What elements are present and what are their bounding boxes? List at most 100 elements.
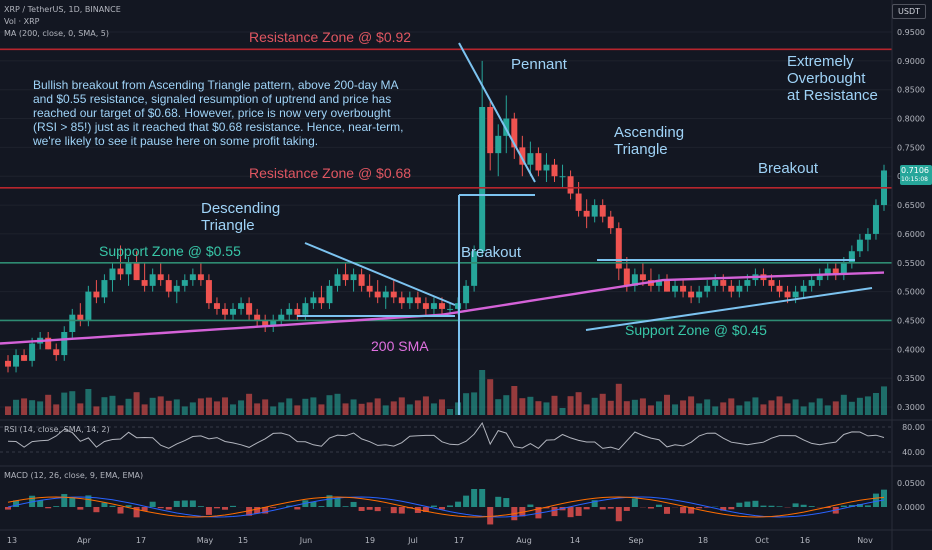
volume-bar: [374, 398, 381, 415]
volume-bar: [808, 402, 815, 415]
macd-histogram-bar: [189, 500, 196, 507]
candle-body: [704, 285, 711, 292]
candle-body: [463, 285, 470, 304]
macd-histogram-bar: [455, 501, 462, 507]
rsi-label: RSI (14, close, SMA, 14, 2): [4, 425, 110, 434]
volume-bar: [438, 399, 445, 415]
macd-histogram-bar: [583, 507, 590, 510]
candle-body: [840, 262, 847, 275]
macd-histogram-bar: [37, 500, 44, 507]
ascending-support-line: [585, 287, 873, 331]
volume-bar: [21, 398, 28, 415]
macd-histogram-bar: [744, 501, 751, 507]
candle-body: [511, 118, 518, 148]
candle-body: [157, 274, 164, 281]
time-tick-label: 17: [454, 536, 464, 545]
candle-body: [792, 291, 799, 298]
macd-histogram-bar: [479, 489, 486, 507]
volume-bar: [318, 404, 325, 415]
candle-body: [736, 285, 743, 292]
candle-body: [527, 153, 534, 165]
macd-histogram-bar: [591, 500, 598, 507]
volume-bar: [511, 386, 518, 415]
volume-bar: [639, 398, 646, 415]
candle-body: [21, 355, 28, 361]
candle-body: [575, 193, 582, 211]
macd-histogram-bar: [438, 507, 445, 510]
macd-histogram-bar: [205, 507, 212, 515]
currency-selector[interactable]: USDT: [892, 4, 926, 19]
candle-body: [286, 308, 293, 315]
volume-bar: [704, 399, 711, 415]
volume-bar: [205, 397, 212, 415]
volume-bar: [398, 397, 405, 415]
note-line: and $0.55 resistance, signaled resumptio…: [33, 92, 392, 106]
candle-body: [720, 280, 727, 286]
volume-bar: [117, 405, 124, 415]
candle-body: [294, 308, 301, 315]
candle-body: [326, 285, 333, 304]
macd-histogram-bar: [704, 507, 711, 508]
candle-body: [125, 262, 132, 275]
volume-bar: [326, 395, 333, 415]
candle-body: [141, 280, 148, 286]
macd-histogram-bar: [615, 507, 622, 522]
volume-bar: [334, 393, 341, 415]
analysis-note: Bullish breakout from Ascending Triangle…: [33, 78, 404, 148]
macd-histogram-bar: [688, 507, 695, 514]
candle-body: [262, 320, 269, 327]
macd-histogram-bar: [157, 507, 164, 509]
candle-body: [342, 274, 349, 281]
macd-histogram-bar: [664, 507, 671, 514]
volume-bar: [382, 405, 389, 415]
macd-histogram-bar: [221, 507, 228, 510]
volume-bar: [390, 401, 397, 415]
volume-bar: [712, 406, 719, 415]
note-line: reached our target of $0.68. However, pr…: [33, 106, 391, 120]
volume-bar: [270, 406, 277, 415]
time-tick-label: Nov: [857, 536, 873, 545]
macd-histogram-bar: [366, 507, 373, 510]
overbought-line-2: Overbought: [787, 70, 866, 87]
macd-histogram-bar: [109, 505, 116, 507]
macd-histogram-bar: [326, 495, 333, 507]
price-tick-label: 0.3500: [897, 374, 925, 383]
price-tick-label: 0.9000: [897, 57, 925, 66]
candle-body: [93, 291, 100, 298]
macd-histogram-bar: [856, 504, 863, 507]
volume-bar: [238, 400, 245, 415]
candle-body: [85, 291, 92, 321]
candle-body: [310, 297, 317, 304]
volume-bar: [503, 395, 510, 415]
volume-bar: [93, 406, 100, 415]
macd-histogram-bar: [294, 507, 301, 510]
resistance-high-label: Resistance Zone @ $0.92: [249, 29, 412, 45]
volume-bar: [744, 401, 751, 415]
macd-histogram-bar: [607, 507, 614, 509]
macd-histogram-bar: [5, 507, 11, 510]
volume-bar: [165, 400, 172, 415]
volume-bar: [85, 389, 92, 415]
rsi-tick-label: 40.00: [902, 448, 925, 457]
candle-body: [422, 303, 429, 309]
candle-body: [615, 228, 622, 269]
macd-histogram-bar: [13, 500, 20, 507]
pennant-label: Pennant: [511, 56, 567, 73]
volume-bar: [45, 394, 52, 415]
volume-bar: [109, 395, 116, 415]
candle-body: [447, 308, 454, 310]
time-tick-label: 16: [800, 536, 810, 545]
candle-body: [583, 210, 590, 217]
volume-bar: [294, 405, 301, 415]
candle-body: [358, 274, 365, 286]
price-tick-label: 0.8500: [897, 86, 925, 95]
time-tick-label: Jul: [407, 536, 418, 545]
candle-body: [213, 303, 220, 309]
macd-label: MACD (12, 26, close, 9, EMA, EMA): [4, 471, 144, 480]
time-tick-label: Apr: [77, 536, 92, 545]
candle-body: [334, 274, 341, 286]
volume-bar: [864, 396, 871, 415]
time-tick-label: 15: [238, 536, 248, 545]
volume-bar: [631, 399, 638, 415]
descending-line-2: Triangle: [201, 217, 255, 234]
